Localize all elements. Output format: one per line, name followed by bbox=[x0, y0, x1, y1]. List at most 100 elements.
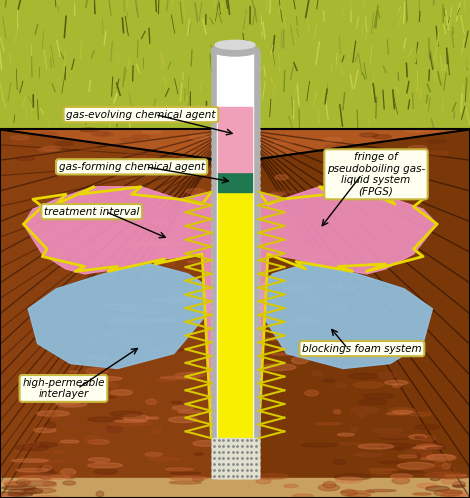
Ellipse shape bbox=[88, 376, 122, 380]
Ellipse shape bbox=[155, 280, 188, 285]
Ellipse shape bbox=[33, 428, 56, 433]
Ellipse shape bbox=[141, 155, 160, 159]
Ellipse shape bbox=[413, 443, 445, 449]
Ellipse shape bbox=[66, 461, 95, 464]
Ellipse shape bbox=[272, 353, 291, 356]
Ellipse shape bbox=[324, 137, 343, 141]
Ellipse shape bbox=[149, 457, 180, 461]
Ellipse shape bbox=[219, 130, 238, 134]
Ellipse shape bbox=[308, 339, 345, 343]
Ellipse shape bbox=[106, 426, 123, 432]
Ellipse shape bbox=[385, 380, 408, 385]
Bar bbox=[212, 50, 217, 478]
Bar bbox=[212, 50, 258, 478]
Ellipse shape bbox=[351, 427, 358, 432]
Ellipse shape bbox=[18, 476, 53, 481]
Ellipse shape bbox=[439, 475, 456, 479]
Ellipse shape bbox=[186, 317, 222, 323]
Ellipse shape bbox=[21, 488, 56, 493]
Ellipse shape bbox=[324, 285, 359, 289]
Ellipse shape bbox=[16, 156, 35, 160]
Ellipse shape bbox=[142, 129, 161, 133]
Ellipse shape bbox=[191, 174, 201, 176]
Ellipse shape bbox=[110, 411, 142, 417]
Ellipse shape bbox=[29, 460, 65, 463]
Ellipse shape bbox=[103, 304, 140, 310]
Ellipse shape bbox=[178, 410, 201, 413]
Ellipse shape bbox=[380, 435, 411, 440]
Text: high-permeable
interlayer: high-permeable interlayer bbox=[22, 377, 105, 399]
Ellipse shape bbox=[408, 145, 427, 149]
Ellipse shape bbox=[440, 490, 463, 494]
Ellipse shape bbox=[286, 344, 305, 350]
Ellipse shape bbox=[258, 474, 288, 479]
Ellipse shape bbox=[285, 325, 293, 330]
Ellipse shape bbox=[24, 442, 39, 447]
Ellipse shape bbox=[413, 493, 431, 495]
Ellipse shape bbox=[190, 249, 212, 251]
Ellipse shape bbox=[87, 417, 122, 422]
Ellipse shape bbox=[108, 383, 118, 387]
Ellipse shape bbox=[186, 204, 202, 206]
Ellipse shape bbox=[0, 492, 25, 496]
Ellipse shape bbox=[270, 244, 281, 249]
Ellipse shape bbox=[386, 413, 409, 415]
Ellipse shape bbox=[294, 237, 316, 243]
Ellipse shape bbox=[88, 440, 109, 444]
Polygon shape bbox=[258, 264, 432, 369]
Text: gas-evolving chemical agent: gas-evolving chemical agent bbox=[66, 110, 216, 120]
Ellipse shape bbox=[16, 469, 48, 472]
Ellipse shape bbox=[340, 491, 375, 494]
Ellipse shape bbox=[79, 395, 106, 401]
Ellipse shape bbox=[372, 134, 391, 138]
Ellipse shape bbox=[87, 356, 110, 359]
Ellipse shape bbox=[271, 239, 298, 245]
Ellipse shape bbox=[194, 148, 217, 151]
Text: fringe of
pseudoboiling gas-
liquid system
(FPGS): fringe of pseudoboiling gas- liquid syst… bbox=[327, 152, 425, 197]
Ellipse shape bbox=[409, 434, 427, 439]
Ellipse shape bbox=[353, 453, 382, 456]
Ellipse shape bbox=[212, 43, 258, 56]
Ellipse shape bbox=[163, 295, 200, 301]
Ellipse shape bbox=[353, 382, 384, 388]
Ellipse shape bbox=[267, 283, 288, 285]
Ellipse shape bbox=[440, 493, 466, 498]
Bar bbox=[217, 50, 253, 478]
Ellipse shape bbox=[442, 493, 468, 497]
Ellipse shape bbox=[283, 193, 306, 199]
Text: gas-forming chemical agent: gas-forming chemical agent bbox=[59, 162, 204, 172]
Ellipse shape bbox=[49, 471, 57, 475]
Ellipse shape bbox=[445, 475, 467, 477]
Ellipse shape bbox=[175, 373, 199, 379]
Ellipse shape bbox=[312, 372, 322, 375]
Ellipse shape bbox=[61, 469, 76, 475]
Ellipse shape bbox=[167, 301, 195, 304]
Ellipse shape bbox=[25, 469, 49, 475]
Ellipse shape bbox=[274, 140, 293, 144]
Ellipse shape bbox=[42, 466, 52, 470]
Ellipse shape bbox=[392, 478, 410, 484]
Ellipse shape bbox=[346, 494, 370, 497]
Ellipse shape bbox=[55, 451, 65, 453]
Bar bbox=[253, 50, 258, 478]
Ellipse shape bbox=[421, 454, 435, 458]
Ellipse shape bbox=[409, 412, 431, 416]
Ellipse shape bbox=[337, 433, 354, 436]
Ellipse shape bbox=[303, 300, 317, 305]
Ellipse shape bbox=[2, 486, 36, 490]
Ellipse shape bbox=[403, 447, 433, 453]
Polygon shape bbox=[0, 478, 470, 498]
Ellipse shape bbox=[401, 149, 420, 153]
Ellipse shape bbox=[392, 410, 413, 413]
Ellipse shape bbox=[11, 135, 30, 139]
Polygon shape bbox=[256, 129, 470, 498]
Ellipse shape bbox=[415, 437, 425, 439]
Ellipse shape bbox=[259, 338, 279, 340]
Ellipse shape bbox=[399, 455, 417, 458]
Ellipse shape bbox=[299, 249, 324, 255]
Ellipse shape bbox=[43, 482, 56, 487]
Ellipse shape bbox=[189, 135, 208, 139]
Ellipse shape bbox=[145, 452, 162, 456]
Ellipse shape bbox=[13, 140, 31, 144]
Ellipse shape bbox=[55, 141, 74, 145]
